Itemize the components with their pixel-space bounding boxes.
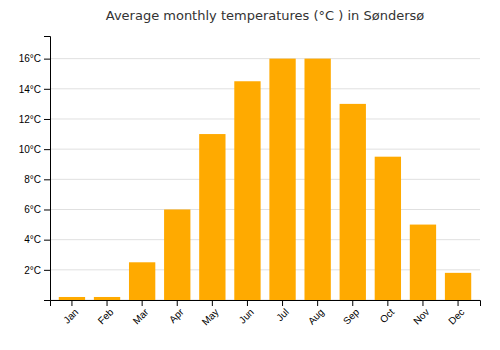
- x-tick: Jul: [274, 300, 291, 323]
- x-tick: Mar: [131, 300, 151, 326]
- grid-line: [50, 179, 480, 180]
- x-tick: Oct: [378, 300, 397, 325]
- x-tick-label: Jan: [61, 306, 80, 325]
- bar: [199, 134, 225, 300]
- y-tick: [44, 300, 50, 301]
- x-tick-label: Jun: [237, 306, 256, 325]
- y-tick: 4°C: [24, 234, 50, 245]
- title: Average monthly temperatures (°C ) in Sø…: [106, 8, 425, 23]
- x-tick-label: Mar: [131, 306, 151, 326]
- x-tick-label: Apr: [167, 306, 186, 325]
- y-tick-label: 14°C: [19, 84, 41, 95]
- x-tick-mark: [142, 300, 143, 306]
- grid-line: [50, 118, 480, 119]
- y-axis: 2°C 4°C 6°C 8°C 10°C 12°C 14°C 16°C: [19, 37, 51, 301]
- y-tick-label: 8°C: [24, 174, 41, 185]
- x-tick-mark: [107, 300, 108, 306]
- y-tick: 16°C: [19, 53, 50, 64]
- x-tick-mark: [387, 300, 388, 306]
- grid-line: [50, 149, 480, 150]
- x-tick-mark: [458, 300, 459, 306]
- y-tick: 10°C: [19, 144, 50, 155]
- y-tick-label: 2°C: [24, 265, 41, 276]
- y-tick-label: 12°C: [19, 114, 41, 125]
- bar: [94, 297, 120, 300]
- x-tick: Nov: [411, 300, 431, 327]
- y-tick: 12°C: [19, 114, 50, 125]
- plot: Jan Feb Mar Apr May Jun Jul Aug Sep Oct Nov Dec 2°C 4…: [19, 37, 481, 328]
- x-tick-mark: [317, 300, 318, 306]
- y-tick-mark: [44, 59, 50, 60]
- bar: [234, 81, 260, 300]
- y-tick-mark: [44, 149, 50, 150]
- y-tick-label: 16°C: [19, 53, 41, 64]
- x-tick-mark: [71, 300, 72, 306]
- x-tick-label: Sep: [341, 306, 362, 327]
- y-tick: 2°C: [24, 265, 50, 276]
- x-tick: Sep: [341, 300, 362, 327]
- y-tick-mark: [44, 209, 50, 210]
- y-tick-mark: [44, 300, 50, 301]
- bar: [164, 209, 190, 300]
- y-tick-label: 6°C: [24, 204, 41, 215]
- y-tick-mark: [44, 270, 50, 271]
- chart: Average monthly temperatures (°C ) in Sø…: [0, 0, 500, 350]
- x-axis-line: [51, 301, 481, 307]
- x-tick-label: Aug: [306, 306, 326, 326]
- x-tick: Jun: [237, 300, 256, 326]
- x-tick-label: Jul: [274, 306, 291, 323]
- x-tick-label: Oct: [378, 306, 397, 325]
- y-tick-label: 10°C: [19, 144, 41, 155]
- y-tick: 6°C: [24, 204, 50, 215]
- y-tick: 14°C: [19, 84, 50, 95]
- x-tick: Jan: [61, 300, 80, 326]
- x-axis: Jan Feb Mar Apr May Jun Jul Aug Sep Oct Nov Dec: [51, 300, 481, 328]
- x-tick-label: May: [200, 306, 221, 327]
- y-axis-line: [44, 37, 51, 301]
- y-tick-mark: [44, 240, 50, 241]
- bar: [269, 59, 295, 300]
- bars: [59, 59, 471, 300]
- x-tick-mark: [177, 300, 178, 306]
- x-tick-mark: [212, 300, 213, 306]
- x-tick: Feb: [96, 300, 116, 326]
- y-tick-label: 4°C: [24, 234, 41, 245]
- grid-line: [50, 209, 480, 210]
- x-tick-mark: [247, 300, 248, 306]
- bar: [375, 157, 401, 300]
- bar: [129, 262, 155, 300]
- x-tick-label: Dec: [446, 306, 466, 326]
- y-tick-mark: [44, 119, 50, 120]
- bar: [59, 297, 85, 300]
- x-tick-mark: [282, 300, 283, 306]
- x-tick-mark: [422, 300, 423, 306]
- x-tick: Aug: [306, 300, 326, 327]
- y-tick: 8°C: [24, 174, 50, 185]
- x-tick: Apr: [167, 300, 186, 325]
- bar: [445, 273, 471, 300]
- x-tick-mark: [352, 300, 353, 306]
- x-tick: Dec: [446, 300, 466, 327]
- y-tick-mark: [44, 89, 50, 90]
- grid-line: [50, 88, 480, 89]
- x-tick: May: [200, 300, 221, 328]
- grid-line: [50, 58, 480, 59]
- bar: [410, 225, 436, 300]
- x-tick-label: Feb: [96, 306, 116, 326]
- bar: [304, 59, 330, 300]
- bar: [340, 104, 366, 300]
- grid: [50, 59, 480, 300]
- y-tick-mark: [44, 179, 50, 180]
- x-tick-label: Nov: [411, 306, 431, 326]
